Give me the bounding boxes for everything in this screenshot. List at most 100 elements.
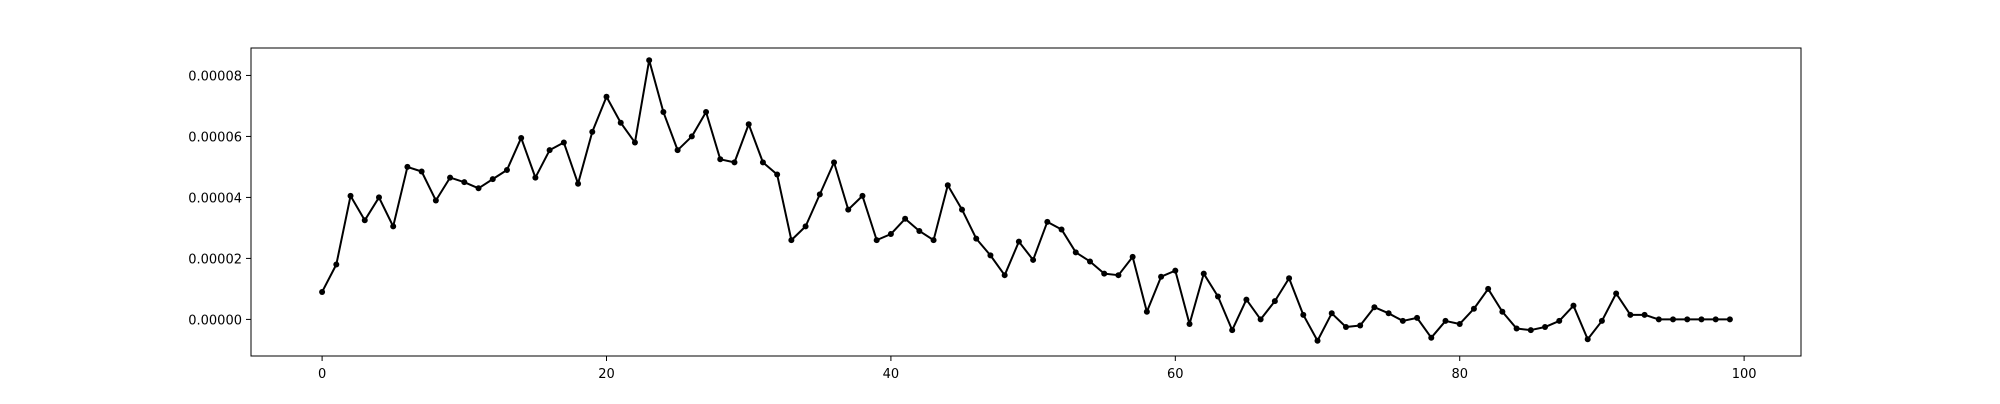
x-tick-label: 80 [1451, 367, 1468, 382]
data-point [1698, 316, 1705, 323]
x-tick-label: 60 [1167, 367, 1184, 382]
y-tick-label: 0.00006 [188, 130, 242, 145]
data-point [944, 182, 951, 189]
data-point [1556, 317, 1563, 324]
data-point [973, 235, 980, 242]
x-axis: 0 20 40 60 80 100 [318, 356, 1757, 382]
data-point [1456, 320, 1463, 327]
data-point [475, 185, 482, 192]
data-point [1414, 314, 1421, 321]
data-point [631, 139, 638, 146]
y-tick-label: 0.00000 [188, 313, 242, 328]
x-tick-label: 40 [883, 367, 900, 382]
data-point [1058, 226, 1065, 233]
data-point [788, 237, 795, 244]
data-point [1229, 327, 1236, 334]
data-point [1200, 270, 1207, 277]
data-point [1314, 337, 1321, 344]
data-point [873, 237, 880, 244]
y-axis: 0.00000 0.00002 0.00004 0.00006 0.00008 [188, 69, 251, 328]
x-tick-label: 0 [318, 367, 326, 382]
data-point [1357, 322, 1364, 329]
data-point [1726, 316, 1733, 323]
data-point [1300, 311, 1307, 318]
data-point [603, 93, 610, 100]
data-point [660, 109, 667, 116]
data-point [1086, 258, 1093, 265]
data-point [1172, 267, 1179, 274]
data-point [1670, 316, 1677, 323]
data-point [887, 231, 894, 238]
data-point [859, 192, 866, 199]
y-tick-label: 0.00002 [188, 252, 242, 267]
data-point [319, 288, 326, 295]
data-point [745, 121, 752, 128]
data-point [489, 176, 496, 183]
data-point [1001, 272, 1008, 279]
data-point [1712, 316, 1719, 323]
data-point [1470, 305, 1477, 312]
data-point [916, 227, 923, 234]
data-point [1485, 285, 1492, 292]
data-point [646, 57, 653, 64]
data-point [532, 174, 539, 181]
data-point [1115, 272, 1122, 279]
data-point [1428, 334, 1435, 341]
data-point [1570, 302, 1577, 309]
data-point [987, 252, 994, 259]
data-point [560, 139, 567, 146]
data-point [1243, 296, 1250, 303]
data-point [404, 163, 411, 170]
data-point [930, 237, 937, 244]
data-point [1286, 275, 1293, 282]
data-point [1613, 290, 1620, 297]
y-tick-label: 0.00004 [188, 191, 242, 206]
data-point [1328, 310, 1335, 317]
data-point [1641, 311, 1648, 318]
data-point [703, 109, 710, 116]
data-point [375, 194, 382, 201]
data-point [546, 147, 553, 154]
data-point [1627, 311, 1634, 318]
data-point [1044, 218, 1051, 225]
data-point [1257, 316, 1264, 323]
data-point [418, 168, 425, 175]
data-point [1143, 308, 1150, 315]
data-point [1527, 327, 1534, 334]
data-point [333, 261, 340, 268]
data-point [1385, 310, 1392, 317]
data-point [774, 171, 781, 178]
data-point [1015, 238, 1022, 245]
data-point [802, 223, 809, 230]
data-point [845, 206, 852, 213]
data-point [1513, 325, 1520, 332]
data-point [1271, 298, 1278, 305]
data-point [1399, 317, 1406, 324]
data-point [902, 215, 909, 222]
y-tick-label: 0.00008 [188, 69, 242, 84]
data-point [1584, 336, 1591, 343]
data-point [461, 179, 468, 186]
plot-area [319, 57, 1733, 344]
data-point [1598, 317, 1605, 324]
data-point [759, 159, 766, 166]
data-point [1158, 273, 1165, 280]
data-point [731, 159, 738, 166]
data-point [575, 180, 582, 187]
data-point [361, 217, 368, 224]
data-point [518, 134, 525, 141]
data-point [1442, 317, 1449, 324]
data-point [589, 128, 596, 135]
data-point [688, 133, 695, 140]
data-point [1655, 316, 1662, 323]
data-point [1542, 324, 1549, 331]
data-point [959, 206, 966, 213]
series-line [321, 59, 1730, 342]
data-point [1030, 256, 1037, 263]
data-point [617, 119, 624, 126]
data-point [1684, 316, 1691, 323]
x-tick-label: 20 [598, 367, 615, 382]
data-point [717, 156, 724, 163]
